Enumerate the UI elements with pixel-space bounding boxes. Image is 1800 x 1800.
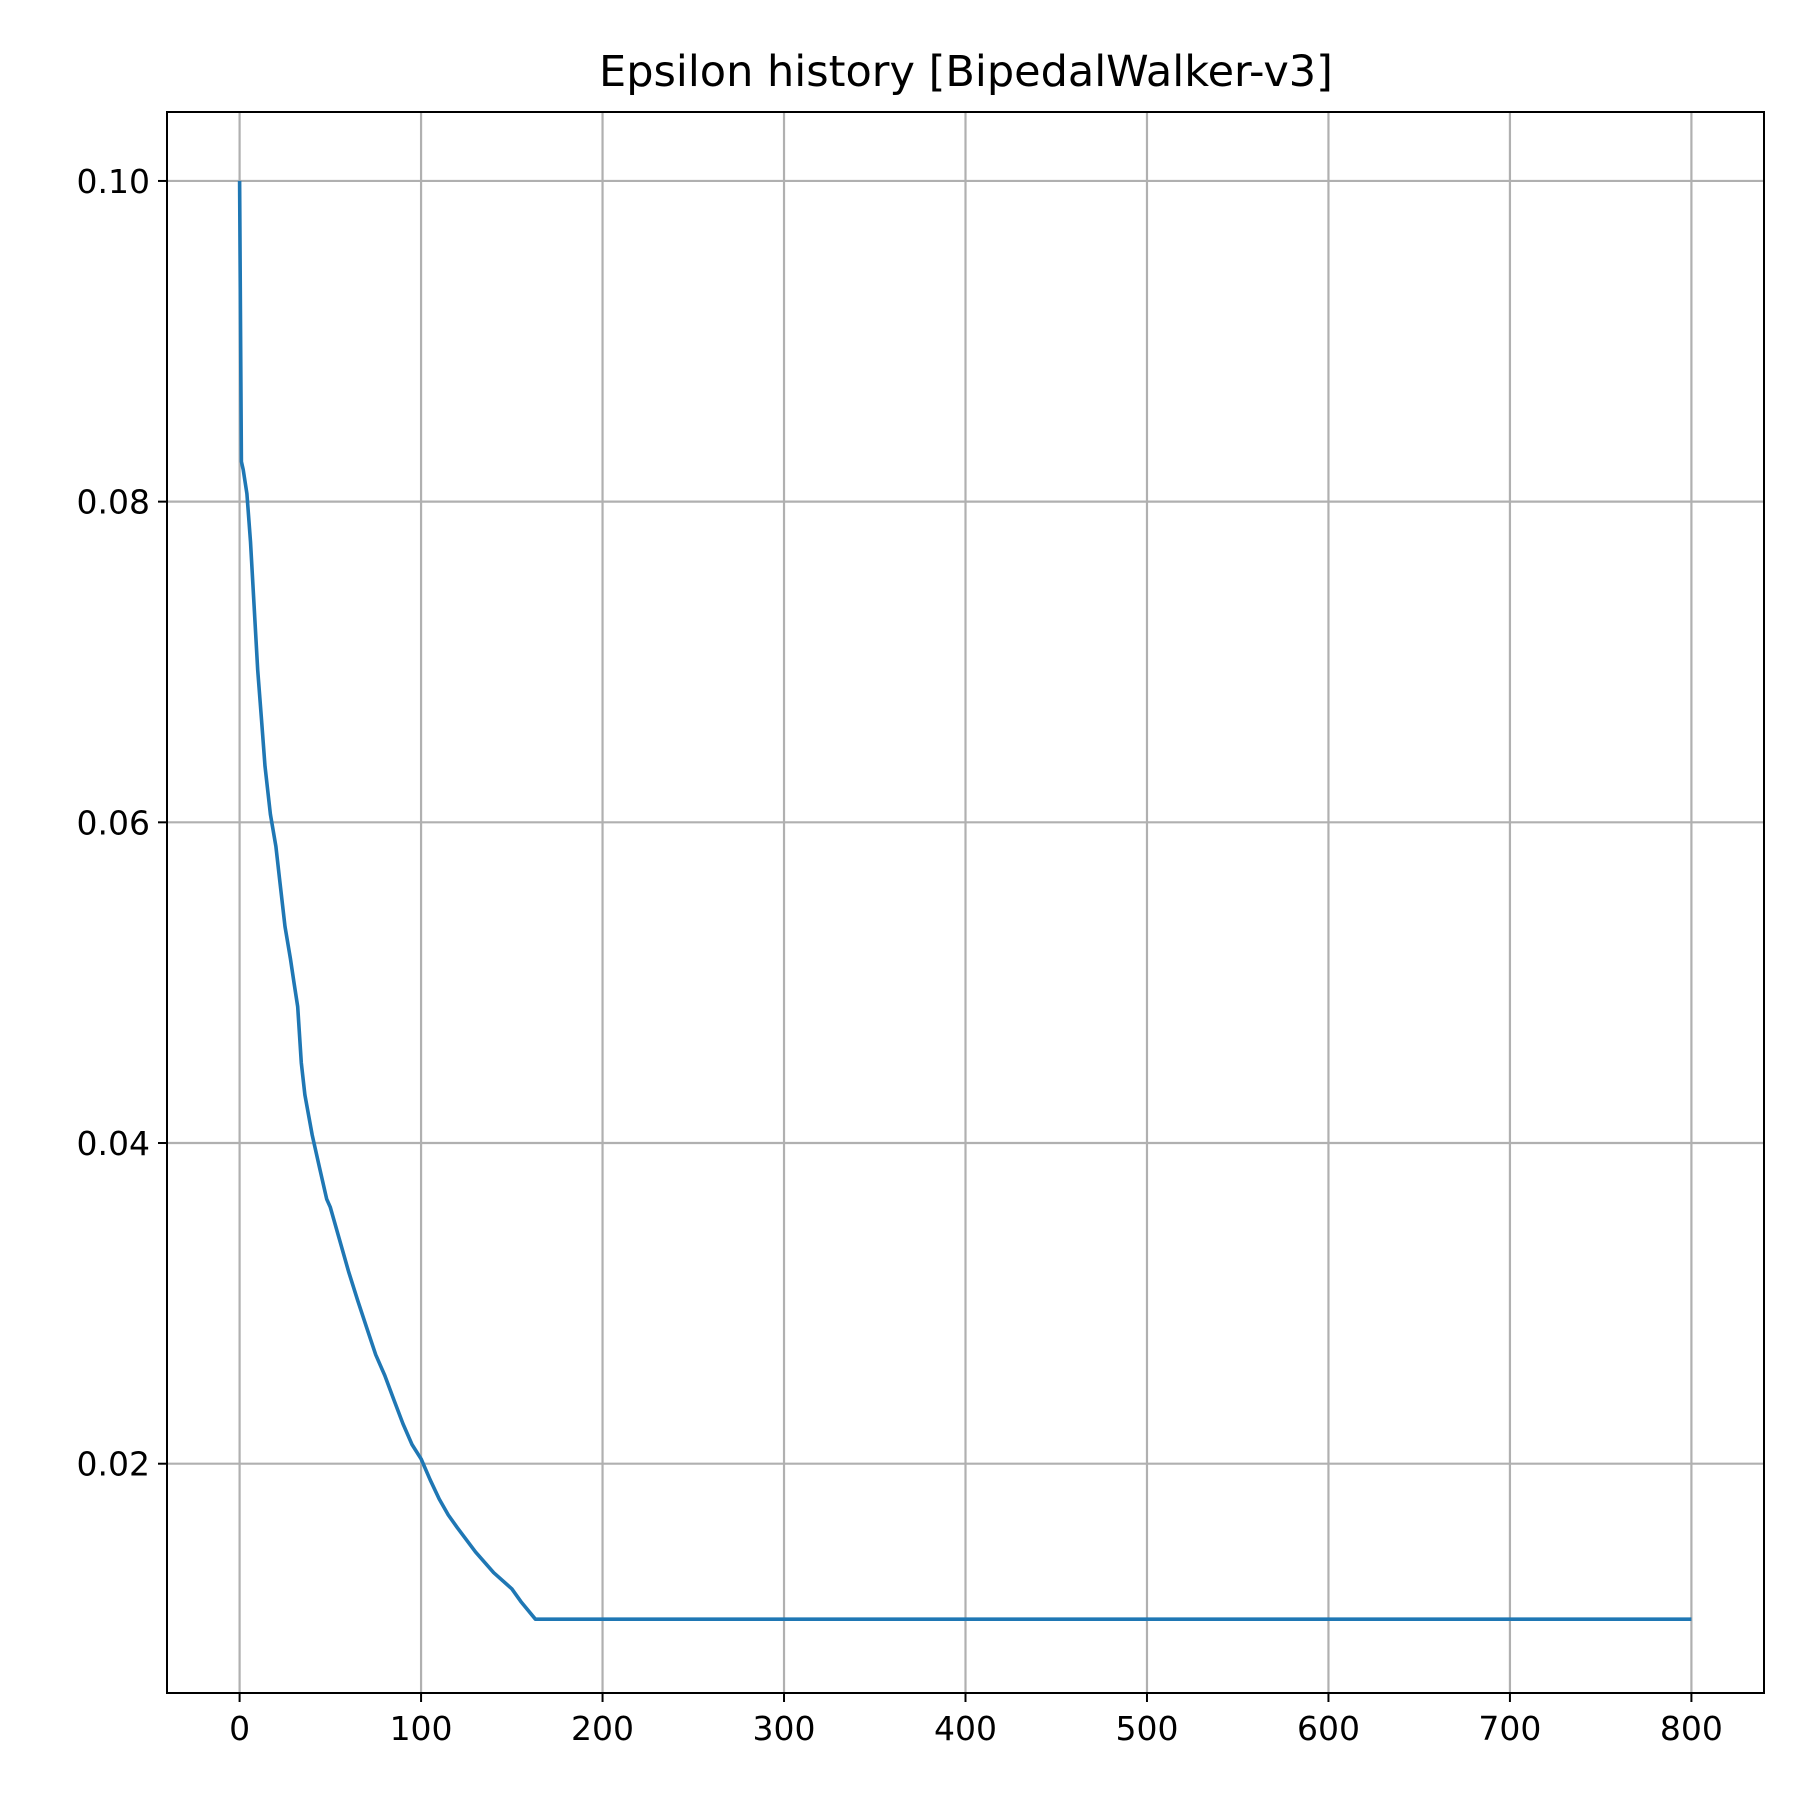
grid xyxy=(167,112,1764,1693)
x-tick-label: 300 xyxy=(753,1709,816,1748)
y-tick-label: 0.08 xyxy=(77,483,150,522)
series-group xyxy=(237,180,1692,1621)
x-tick-label: 400 xyxy=(934,1709,997,1748)
y-tick-label: 0.04 xyxy=(77,1124,150,1163)
x-tick-label: 800 xyxy=(1660,1709,1723,1748)
series-line xyxy=(237,180,1692,1621)
y-axis: 0.02 0.04 0.06 0.08 0.10 xyxy=(77,162,167,1484)
y-tick-label: 0.02 xyxy=(77,1445,150,1484)
x-tick-label: 200 xyxy=(571,1709,634,1748)
x-tick-label: 600 xyxy=(1297,1709,1360,1748)
chart-title: Epsilon history [BipedalWalker-v3] xyxy=(599,47,1333,97)
x-tick-label: 0 xyxy=(229,1709,250,1748)
x-axis: 0 100 200 300 400 500 600 700 800 xyxy=(229,1693,1723,1748)
y-tick-label: 0.10 xyxy=(77,162,150,201)
x-tick-label: 500 xyxy=(1115,1709,1178,1748)
x-tick-label: 700 xyxy=(1478,1709,1541,1748)
y-tick-label: 0.06 xyxy=(77,803,150,842)
x-tick-label: 100 xyxy=(390,1709,453,1748)
